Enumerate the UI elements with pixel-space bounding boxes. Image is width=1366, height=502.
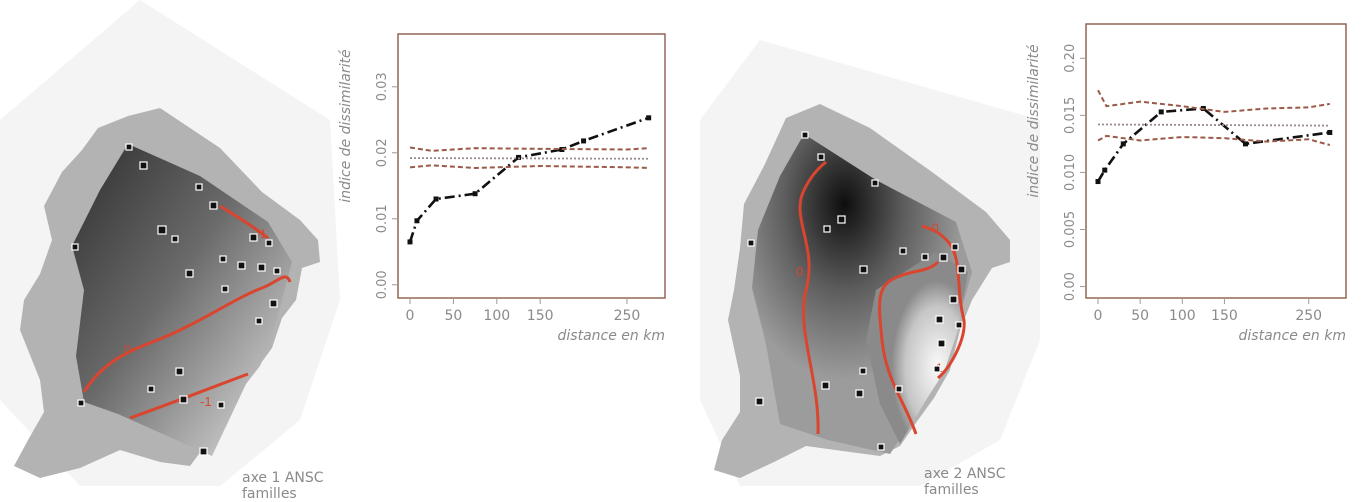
data-point: [1327, 129, 1333, 135]
map-caption: axe 1 ANSC familles: [242, 470, 324, 502]
x-tick-label: 0: [1094, 308, 1103, 324]
y-tick-label: 0.00: [375, 270, 390, 299]
contour-line: [82, 275, 292, 393]
x-axis-label: distance en km: [558, 328, 665, 344]
data-point: [515, 154, 521, 160]
data-point: [407, 239, 413, 245]
sample-sites: [71, 143, 281, 456]
data-point: [646, 115, 652, 121]
x-tick-label: 0: [406, 308, 415, 324]
data-point: [433, 196, 439, 202]
y-tick-label: 0.005: [1063, 211, 1078, 248]
map-axe-2: 0 0 1 axe 2 ANSC familles: [700, 0, 1040, 498]
plot-frame: [1085, 23, 1347, 299]
x-tick-label: 150: [527, 308, 554, 324]
y-tick-label: 0.03: [375, 72, 390, 101]
data-point: [1102, 167, 1108, 173]
x-tick-label: 150: [1211, 308, 1238, 324]
contour-line: [129, 372, 249, 420]
contour-line: [878, 260, 940, 435]
x-tick-label: 250: [1295, 308, 1322, 324]
y-tick-label: 0.01: [375, 204, 390, 233]
contour-line: [798, 160, 827, 435]
variogram-chart-2: 0.00 0.005 0.010 0.015 0.20 0 50 100 150 250 indic…: [1018, 0, 1366, 350]
x-tick-label: 50: [444, 308, 462, 324]
map-caption: axe 2 ANSC familles: [924, 466, 1006, 498]
contour-label: 0: [932, 221, 939, 235]
y-tick-label: 0.20: [1063, 44, 1078, 73]
data-point: [1095, 179, 1101, 185]
contour-label: 0: [124, 342, 131, 357]
series-line-4: [1097, 134, 1331, 146]
y-axis-label: indice de dissimilarité: [1026, 44, 1042, 198]
map-axe-1: -1 0 -1 axe 1 ANSC familles: [0, 0, 340, 502]
data-point: [1158, 109, 1164, 115]
data-point: [581, 138, 587, 144]
x-tick-label: 100: [1169, 308, 1196, 324]
data-point: [472, 191, 478, 197]
interpolation-surface: [866, 252, 968, 444]
contour-line: [921, 224, 966, 380]
series-line-2: [1097, 89, 1330, 113]
series-line-1: [408, 116, 650, 243]
series-line-2: [409, 146, 649, 152]
sample-sites: [747, 131, 966, 451]
data-point: [1243, 141, 1248, 147]
x-axis-label: distance en km: [1239, 328, 1346, 344]
y-axis-label: indice de dissimilarité: [338, 49, 354, 203]
contour-label: 0: [796, 264, 803, 279]
y-tick-label: 0.02: [375, 138, 390, 167]
contour-label: -1: [256, 227, 267, 241]
x-tick-label: 100: [483, 308, 510, 324]
variogram-chart-1: 0.00 0.01 0.02 0.03 0 50 100 150 250 indice de di…: [330, 0, 675, 350]
y-tick-label: 0.00: [1063, 272, 1078, 301]
contour-label: -1: [200, 394, 212, 409]
data-point: [1120, 141, 1126, 147]
y-tick-label: 0.015: [1063, 97, 1078, 134]
x-tick-label: 250: [614, 308, 641, 324]
series-line-3: [1097, 123, 1330, 127]
y-tick-label: 0.010: [1063, 154, 1078, 191]
x-tick-label: 50: [1131, 308, 1149, 324]
contour-line: [219, 204, 269, 240]
series-line-4: [409, 164, 649, 169]
data-point: [414, 218, 420, 224]
